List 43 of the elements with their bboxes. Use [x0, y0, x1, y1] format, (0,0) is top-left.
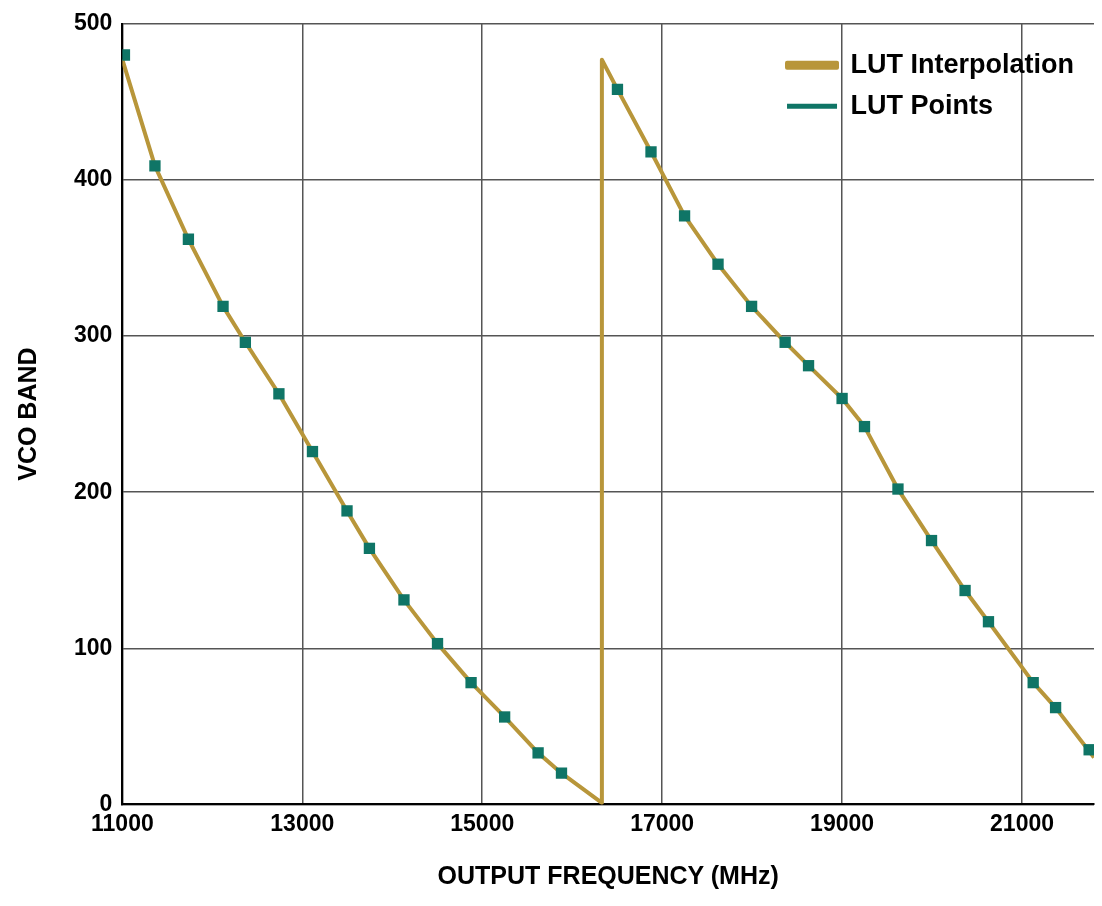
x-tick-label: 17000: [630, 809, 695, 836]
y-tick-label: 400: [74, 165, 113, 192]
point: [431, 637, 444, 650]
point: [398, 594, 410, 606]
x-tick-label: 21000: [990, 809, 1055, 836]
point: [959, 584, 971, 597]
y-tick-label: 100: [74, 633, 113, 660]
x-axis-title: OUTPUT FREQUENCY (MHz): [437, 860, 779, 889]
legend-label: LUT Points: [850, 89, 994, 120]
point: [465, 676, 477, 689]
point: [982, 616, 995, 628]
point: [892, 483, 904, 495]
y-tick-label: 200: [74, 477, 113, 504]
x-tick-label: 15000: [450, 809, 515, 836]
point: [306, 445, 319, 458]
point: [836, 392, 848, 405]
point: [712, 258, 724, 270]
point: [363, 542, 376, 555]
point: [645, 146, 657, 158]
point: [779, 336, 791, 348]
point: [678, 210, 691, 222]
y-tick-label: 500: [74, 9, 113, 36]
point: [555, 767, 568, 779]
point: [532, 747, 544, 759]
point: [858, 420, 871, 433]
y-axis-title: VCO BAND: [12, 347, 41, 481]
x-tick-label: 19000: [810, 809, 875, 836]
point: [217, 300, 229, 313]
point: [745, 300, 758, 313]
point: [1083, 744, 1094, 756]
point: [273, 388, 285, 400]
y-tick-label: 300: [74, 321, 113, 348]
point: [802, 360, 815, 372]
point: [611, 83, 624, 96]
point: [498, 711, 511, 723]
point: [1027, 676, 1039, 689]
point: [925, 534, 938, 547]
x-tick-label: 13000: [270, 809, 335, 836]
point: [1049, 701, 1062, 714]
point: [149, 160, 161, 172]
point: [341, 505, 353, 517]
point: [182, 233, 195, 245]
point: [239, 336, 252, 348]
